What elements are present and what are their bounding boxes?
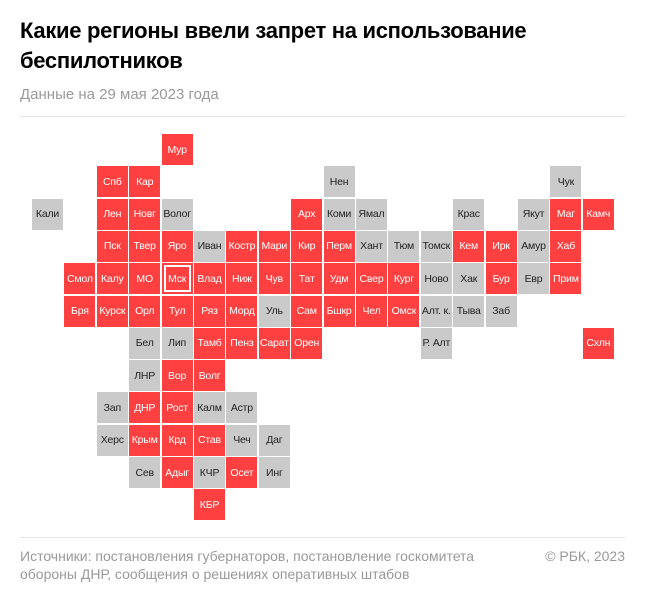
page-title: Какие регионы ввели запрет на использова… [20,18,527,73]
region-tile: Алт. к. [420,295,452,327]
region-tile: Ямал [356,198,387,230]
region-tile: Нен [323,166,355,198]
region-tile: Лен [96,198,128,230]
region-tile: Ново [420,263,452,295]
region-tile: Пск [96,230,128,262]
region-tile: Хант [356,230,387,262]
region-tile: Херс [96,424,128,456]
region-tile: Бшкр [323,295,355,327]
region-tile: Кали [32,198,63,230]
region-tile: Мур [161,134,193,165]
region-tile: ДНР [129,392,161,424]
region-tile: Уль [258,295,290,327]
region-tile: Якут [518,198,549,230]
region-tile: Костр [226,230,258,262]
region-tile: Рост [161,392,193,424]
region-tile: Кар [129,166,161,198]
date-subtitle: Данные на 29 мая 2023 года [20,86,219,103]
region-tile: Инг [258,457,290,488]
region-tile: КЧР [194,457,225,488]
region-tile: Астр [226,392,258,424]
region-tile: Схлн [582,327,614,359]
region-tile: Морд [226,295,258,327]
region-tile: Калм [194,392,225,424]
region-tile: Кург [388,263,420,295]
region-tile: Свер [356,263,387,295]
region-tile: Курск [96,295,128,327]
region-tile: Яро [161,230,193,262]
region-tile: Омск [388,295,420,327]
region-tile: Чеч [226,424,258,456]
region-tile: Осет [226,457,258,488]
region-tile: Чук [550,166,582,198]
region-tile: Тамб [194,327,225,359]
region-tile: Сам [291,295,323,327]
region-tile: Пенз [226,327,258,359]
copyright: © РБК, 2023 [545,548,625,564]
source-note: Источники: постановления губернаторов, п… [20,548,475,582]
region-tile: Новг [129,198,161,230]
bottom-divider [20,537,625,538]
region-tile: Удм [323,263,355,295]
region-tile: Орен [291,327,323,359]
region-tile: Прим [550,263,582,295]
region-tile: Сев [129,457,161,488]
region-tile: Ирк [485,230,517,262]
region-tile: Томск [420,230,452,262]
region-tile: Евр [518,263,549,295]
region-tile: КБР [194,489,225,521]
region-tile: Бел [129,327,161,359]
region-tile: Став [194,424,225,456]
region-tile: Камч [582,198,614,230]
region-tile: Иван [194,230,225,262]
region-tile: Кир [291,230,323,262]
region-tile: МО [129,263,161,295]
region-tile: Кем [453,230,485,262]
region-tile: Крым [129,424,161,456]
region-tile: Орл [129,295,161,327]
region-tile: Крд [161,424,193,456]
region-tile: Р. Алт [420,327,452,359]
region-tile: Хак [453,263,485,295]
region-tile: Заб [485,295,517,327]
top-divider [20,116,625,117]
region-tile: Хаб [550,230,582,262]
region-tile: Перм [323,230,355,262]
region-tile: Спб [96,166,128,198]
region-tile: Адыг [161,457,193,488]
region-tile: Бря [64,295,96,327]
region-tile: Чел [356,295,387,327]
region-tile: Бур [485,263,517,295]
region-tile: ЛНР [129,360,161,392]
region-tile: Вор [161,360,193,392]
region-tile: Амур [518,230,549,262]
region-tile: Сарат [258,327,290,359]
region-tile: Чув [258,263,290,295]
region-tile: Зап [96,392,128,424]
region-tile: Мари [258,230,290,262]
region-tile: Даг [258,424,290,456]
region-tile: Волг [194,360,225,392]
region-tile: Крас [453,198,485,230]
region-tile: Арх [291,198,323,230]
region-tile: Влад [194,263,225,295]
region-tile: Тул [161,295,193,327]
region-tile: Волог [161,198,193,230]
region-tile: Коми [323,198,355,230]
region-tile: Ряз [194,295,225,327]
region-tile: Калу [96,263,128,295]
region-tile: Лип [161,327,193,359]
region-tile: Смол [64,263,96,295]
region-tile: Маг [550,198,582,230]
region-tile: Мск [161,263,193,295]
region-tile: Ниж [226,263,258,295]
region-tile: Тюм [388,230,420,262]
region-tile: Твер [129,230,161,262]
region-tile: Тат [291,263,323,295]
region-tile: Тыва [453,295,485,327]
